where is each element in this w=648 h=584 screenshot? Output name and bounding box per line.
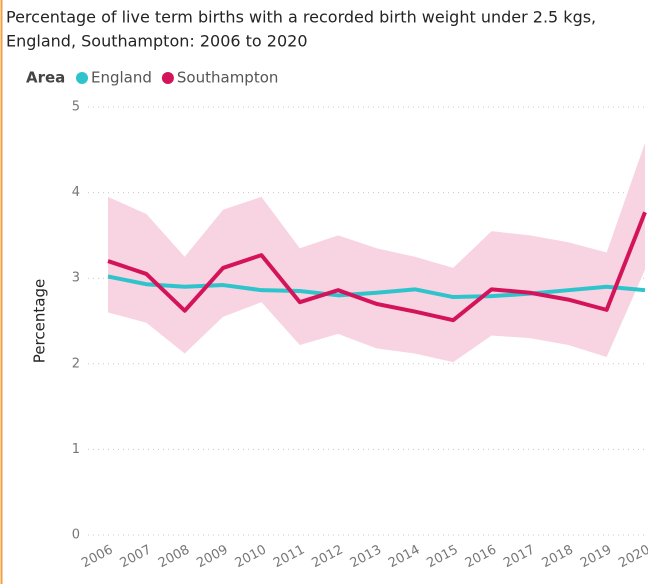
y-tick-label: 1 [72,442,80,457]
chart-subtitle: England, Southampton: 2006 to 2020 [6,32,308,51]
y-tick-label: 3 [72,271,80,286]
series-line [107,211,647,323]
x-tick-label: 2011 [271,542,307,571]
x-tick-label: 2008 [156,542,192,571]
legend-marker [76,72,88,84]
x-tick-label: 2018 [540,542,576,571]
x-tick-label: 2012 [309,542,345,571]
x-tick-label: 2016 [463,542,499,571]
legend: England Southampton [76,69,278,87]
y-axis-label: Percentage [31,279,49,363]
y-tick-label: 0 [72,528,80,543]
y-tick-label: 2 [72,356,80,371]
y-tick-label: 4 [72,185,80,200]
series-line [107,274,646,300]
x-tick-label: 2009 [194,542,230,571]
legend-marker [161,72,174,84]
legend-label: England [91,69,152,87]
x-tick-label: 2007 [118,542,154,571]
confidence-band [108,142,645,363]
x-tick-label: 2017 [501,542,537,571]
chart-title: Percentage of live term births with a re… [6,8,596,27]
legend-label: Southampton [177,69,278,87]
x-tick-label: 2019 [578,542,614,571]
x-tick-label: 2014 [386,542,422,571]
x-tick-label: 2006 [79,542,115,571]
x-tick-label: 2020 [616,542,648,571]
x-tick-label: 2015 [424,542,460,571]
legend-title: Area [26,69,65,87]
x-tick-label: 2013 [348,542,384,571]
x-tick-label: 2010 [233,542,269,571]
y-tick-label: 5 [72,100,80,115]
